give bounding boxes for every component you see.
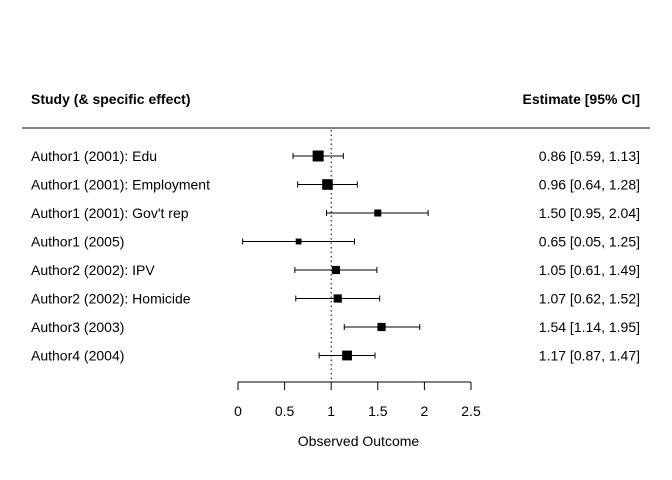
x-axis: 0 0.5 1 1.5 2 2.5: [234, 381, 481, 419]
estimate-ci-text: 0.65 [0.05, 1.25]: [539, 234, 640, 250]
x-tick-label: 1.5: [368, 403, 388, 419]
estimate-point: [295, 238, 302, 245]
estimate-point: [331, 265, 340, 275]
x-tick-label: 0: [234, 403, 242, 419]
study-row: Author3 (2003) 1.54 [1.14, 1.95]: [31, 319, 640, 335]
study-row: Author4 (2004) 1.17 [0.87, 1.47]: [31, 348, 640, 364]
x-tick-label: 0.5: [275, 403, 295, 419]
study-label: Author3 (2003): [31, 319, 124, 335]
study-label: Author2 (2002): IPV: [31, 262, 155, 278]
x-axis-label: Observed Outcome: [298, 433, 420, 449]
estimate-point: [322, 179, 333, 190]
study-label: Author2 (2002): Homicide: [31, 291, 191, 307]
x-tick-label: 1: [327, 403, 335, 419]
estimate-ci-text: 0.96 [0.64, 1.28]: [539, 177, 640, 193]
study-rows: Author1 (2001): Edu 0.86 [0.59, 1.13]Auth…: [31, 148, 640, 364]
estimate-point: [342, 350, 352, 361]
estimate-ci-text: 1.50 [0.95, 2.04]: [539, 205, 640, 221]
estimate-ci-text: 1.07 [0.62, 1.52]: [539, 291, 640, 307]
study-row: Author1 (2001): Edu 0.86 [0.59, 1.13]: [31, 148, 640, 164]
estimate-ci-text: 1.17 [0.87, 1.47]: [539, 348, 640, 364]
study-row: Author1 (2001): Employment 0.96 [0.64, 1.…: [31, 177, 640, 193]
study-row: Author1 (2001): Gov't rep 1.50 [0.95, 2.0…: [31, 205, 640, 221]
study-row: Author2 (2002): Homicide 1.07 [0.62, 1.52…: [31, 291, 640, 307]
study-label: Author4 (2004): [31, 348, 124, 364]
estimate-point: [333, 294, 342, 303]
estimate-point: [312, 150, 324, 162]
estimate-ci-text: 1.54 [1.14, 1.95]: [539, 319, 640, 335]
study-label: Author1 (2005): [31, 234, 124, 250]
estimate-point: [377, 322, 386, 332]
study-label: Author1 (2001): Gov't rep: [31, 205, 189, 221]
estimate-point: [374, 209, 382, 217]
x-tick-label: 2.5: [461, 403, 481, 419]
study-row: Author1 (2005) 0.65 [0.05, 1.25]: [31, 234, 640, 250]
study-label: Author1 (2001): Employment: [31, 177, 210, 193]
header-study: Study (& specific effect): [31, 91, 190, 107]
x-tick-label: 2: [421, 403, 429, 419]
header-estimate: Estimate [95% CI]: [523, 91, 640, 107]
estimate-ci-text: 0.86 [0.59, 1.13]: [539, 148, 640, 164]
study-row: Author2 (2002): IPV 1.05 [0.61, 1.49]: [31, 262, 640, 278]
estimate-ci-text: 1.05 [0.61, 1.49]: [539, 262, 640, 278]
study-label: Author1 (2001): Edu: [31, 148, 157, 164]
